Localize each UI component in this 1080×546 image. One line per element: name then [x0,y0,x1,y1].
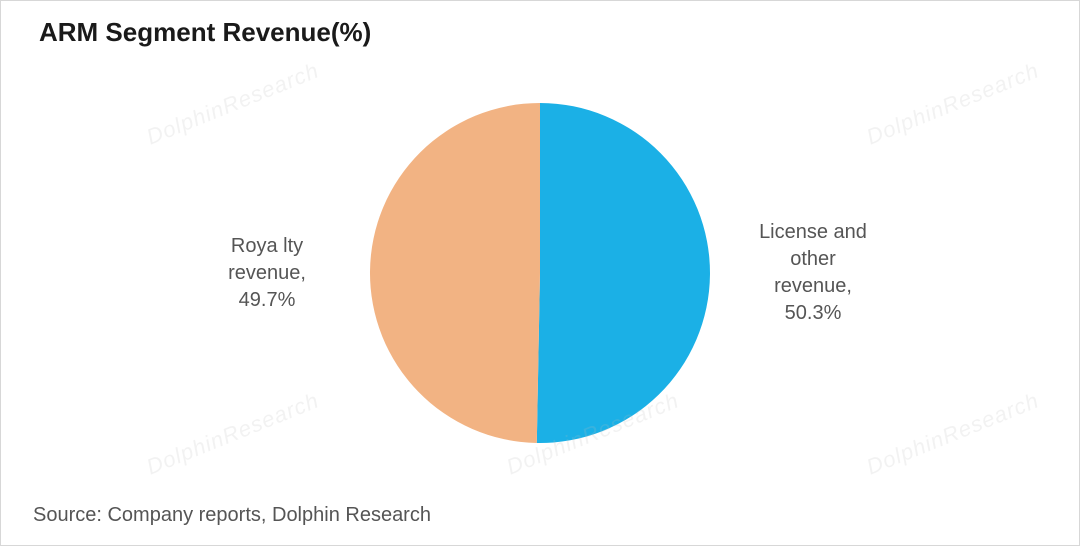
chart-container: ARM Segment Revenue(%) Roya lty revenue,… [0,0,1080,546]
slice-label-right: License and other revenue, 50.3% [738,219,888,327]
chart-title: ARM Segment Revenue(%) [39,17,371,48]
pie-chart-area: Roya lty revenue, 49.7% License and othe… [1,61,1079,485]
pie-chart [360,93,720,453]
pie-slice-0 [537,103,710,443]
pie-slice-1 [370,103,540,443]
source-text: Source: Company reports, Dolphin Researc… [33,504,431,527]
slice-label-left: Roya lty revenue, 49.7% [192,233,342,314]
